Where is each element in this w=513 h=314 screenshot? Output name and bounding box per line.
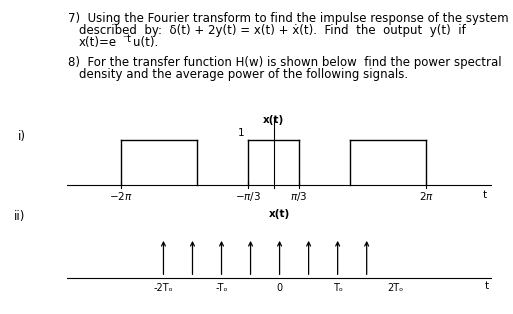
Text: ii): ii) (14, 210, 25, 223)
Text: t: t (483, 190, 487, 200)
Text: x(t)=e: x(t)=e (79, 36, 117, 49)
Text: $\pi /3$: $\pi /3$ (290, 190, 308, 203)
Text: described  by:  ẟ(t) + 2y(t) = x(t) + ẋ(t).  Find  the  output  y(t)  if: described by: ẟ(t) + 2y(t) = x(t) + ẋ(t)… (79, 24, 466, 37)
Text: -2Tₒ: -2Tₒ (153, 283, 173, 293)
Text: 7)  Using the Fourier transform to find the impulse response of the system: 7) Using the Fourier transform to find t… (68, 12, 508, 25)
Text: ⁻t: ⁻t (122, 34, 131, 44)
Text: 8)  For the transfer function H(w) is shown below  find the power spectral: 8) For the transfer function H(w) is sho… (68, 56, 502, 69)
Text: i): i) (18, 130, 26, 143)
Text: u(t).: u(t). (133, 36, 158, 49)
Text: $-2\pi$: $-2\pi$ (109, 190, 132, 202)
Text: x(t): x(t) (269, 209, 290, 219)
Text: 2Tₒ: 2Tₒ (388, 283, 404, 293)
Text: $-\pi/3$: $-\pi/3$ (235, 190, 261, 203)
Text: 1: 1 (238, 128, 244, 138)
Text: density and the average power of the following signals.: density and the average power of the fol… (79, 68, 408, 81)
Text: t: t (485, 281, 489, 290)
Text: x(t): x(t) (263, 115, 284, 125)
Text: $2\pi$: $2\pi$ (419, 190, 434, 202)
Text: 0: 0 (277, 283, 283, 293)
Text: -Tₒ: -Tₒ (215, 283, 228, 293)
Text: Tₒ: Tₒ (332, 283, 343, 293)
